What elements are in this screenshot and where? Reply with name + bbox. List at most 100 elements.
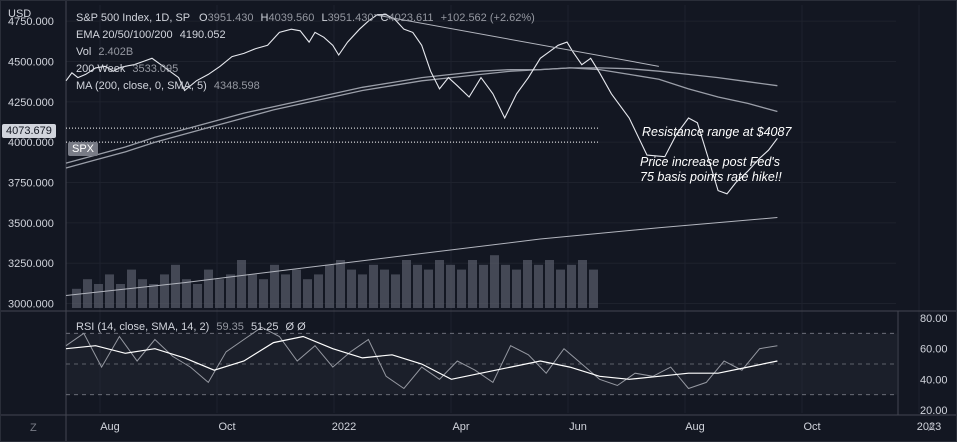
volume-bar <box>413 264 422 308</box>
ma-line <box>65 67 778 169</box>
volume-bar <box>589 269 598 308</box>
volume-bar <box>149 284 158 308</box>
legend-c-label: C <box>380 12 389 24</box>
legend-open: 3951.430 <box>207 12 254 24</box>
legend-vol-label: Vol <box>76 46 92 58</box>
volume-bar <box>182 279 191 308</box>
volume-bar <box>292 269 301 308</box>
volume-bar <box>479 264 488 308</box>
price-tick-label: 4000.000 <box>8 137 54 149</box>
volume-bar <box>545 260 554 308</box>
time-tick-label: Apr <box>452 421 469 433</box>
volume-bar <box>391 274 400 308</box>
rsi-tick-label: 40.00 <box>920 374 948 386</box>
legend-close: 4023.611 <box>388 12 434 24</box>
legend-symbol: S&P 500 Index, 1D, SP <box>76 12 190 24</box>
trendline <box>374 14 659 67</box>
auto-scale-button[interactable]: A <box>928 422 936 434</box>
legend-l-label: L <box>321 12 328 24</box>
volume-bar <box>457 269 466 308</box>
volume-bar <box>325 264 334 308</box>
volume-bar <box>523 260 532 308</box>
legend-200week[interactable]: 200 Week 3533.095 <box>76 63 178 75</box>
week200-line <box>65 217 778 296</box>
legend-main[interactable]: S&P 500 Index, 1D, SP O3951.430 H4039.56… <box>76 12 535 24</box>
volume-bar <box>380 269 389 308</box>
legend-ema-label: EMA 20/50/100/200 <box>76 29 173 41</box>
zoom-button[interactable]: Z <box>30 422 37 434</box>
price-tick-label: 3750.000 <box>8 178 54 190</box>
volume-bar <box>171 264 180 308</box>
volume-bar <box>204 269 213 308</box>
volume-bar <box>369 264 378 308</box>
ema-line <box>65 67 778 164</box>
legend-rsi-value: 51.25 <box>250 321 279 333</box>
time-tick-label: 2023 <box>917 421 941 433</box>
volume-bar <box>512 269 521 308</box>
legend-ma[interactable]: MA (200, close, 0, SMA, 5) 4348.598 <box>76 80 260 92</box>
legend-rsi-values: 59.35 <box>216 321 244 333</box>
rsi-band-fill <box>66 333 898 395</box>
time-tick-label: Aug <box>685 421 705 433</box>
volume-bar <box>446 264 455 308</box>
legend-change: +102.562 (+2.62%) <box>440 12 535 24</box>
time-tick-label: Aug <box>100 421 120 433</box>
volume-bar <box>347 269 356 308</box>
volume-bar <box>281 274 290 308</box>
legend-vol[interactable]: Vol 2.402B <box>76 46 133 58</box>
price-tick-label: 4500.000 <box>8 56 54 68</box>
volume-bar <box>303 279 312 308</box>
volume-bar <box>501 264 510 308</box>
legend-rsi-label: RSI (14, close, SMA, 14, 2) <box>76 321 210 333</box>
volume-bar <box>424 269 433 308</box>
volume-bar <box>556 269 565 308</box>
volume-bar <box>193 284 202 308</box>
rsi-ma-line <box>65 335 778 380</box>
volume-bar <box>226 274 235 308</box>
rsi-line <box>65 326 778 390</box>
volume-bar <box>578 260 587 308</box>
legend-week-label: 200 Week <box>76 63 126 75</box>
legend-high: 4039.560 <box>268 12 315 24</box>
volume-bar <box>468 260 477 308</box>
volume-bar <box>160 274 169 308</box>
annotation-resistance: Resistance range at $4087 <box>642 125 792 139</box>
volume-bar <box>358 274 367 308</box>
price-line <box>65 14 778 195</box>
volume-bar <box>270 264 279 308</box>
legend-ma-value: 4348.598 <box>213 80 260 92</box>
time-tick-label: Oct <box>803 421 820 433</box>
price-tick-label: 3000.000 <box>8 299 54 311</box>
legend-ema[interactable]: EMA 20/50/100/200 4190.052 <box>76 29 226 41</box>
legend-ma-label: MA (200, close, 0, SMA, 5) <box>76 80 207 92</box>
volume-bar <box>435 260 444 308</box>
rsi-tick-label: 60.00 <box>920 344 948 356</box>
rsi-tick-label: 80.00 <box>920 313 948 325</box>
price-axis-title: USD <box>8 8 32 20</box>
volume-bar <box>94 284 103 308</box>
volume-bar <box>314 274 323 308</box>
legend-h-label: H <box>260 12 269 24</box>
volume-bar <box>237 260 246 308</box>
rsi-tick-label: 20.00 <box>920 405 948 417</box>
legend-low: 3951.430 <box>327 12 374 24</box>
price-tick-label: 3250.000 <box>8 258 54 270</box>
volume-bar <box>534 264 543 308</box>
legend-week-value: 3533.095 <box>132 63 179 75</box>
time-tick-label: Jun <box>569 421 587 433</box>
legend-vol-value: 2.402B <box>98 46 134 58</box>
symbol-tag: SPX <box>68 142 99 156</box>
volume-bar <box>138 279 147 308</box>
annotation-fed-line2: 75 basis points rate hike!! <box>640 170 782 184</box>
price-tick-label: 3500.000 <box>8 218 54 230</box>
current-price-tag: 4073.679 <box>2 124 56 138</box>
legend-rsi[interactable]: RSI (14, close, SMA, 14, 2) 59.35 51.25 … <box>76 321 306 333</box>
volume-bar <box>116 284 125 308</box>
legend-rsi-extra: Ø Ø <box>285 321 306 333</box>
annotation-fed-line1: Price increase post Fed's <box>640 155 780 169</box>
volume-bar <box>402 260 411 308</box>
volume-bar <box>567 264 576 308</box>
volume-bar <box>259 279 268 308</box>
